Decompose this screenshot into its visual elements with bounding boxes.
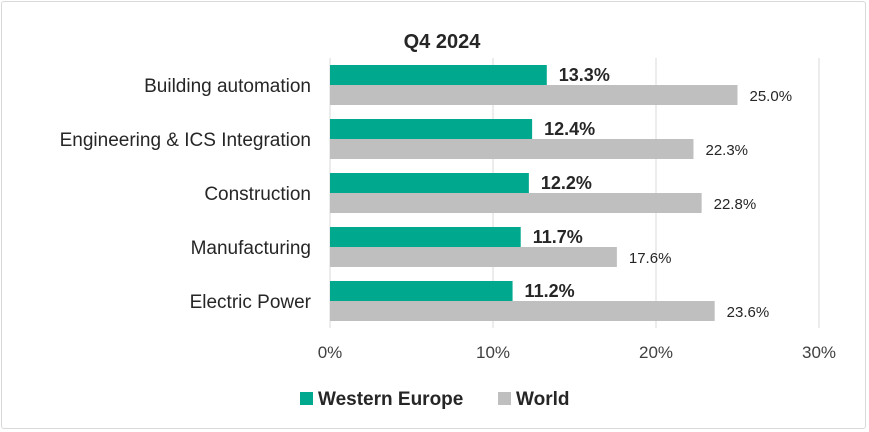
legend-swatch [498, 392, 511, 405]
x-tick-label: 30% [802, 343, 836, 362]
category-label: Engineering & ICS Integration [60, 130, 311, 151]
bar-western-europe [330, 65, 547, 85]
data-label: 22.3% [705, 142, 748, 159]
bar-western-europe [330, 119, 533, 139]
data-label: 12.4% [544, 119, 595, 139]
bar-western-europe [330, 227, 521, 247]
bar-world [330, 301, 715, 321]
legend-label: World [516, 389, 569, 410]
bar-world [330, 85, 738, 105]
bar-western-europe [330, 173, 529, 193]
category-label: Manufacturing [191, 238, 311, 259]
data-label: 13.3% [559, 65, 610, 85]
data-label: 11.2% [525, 281, 575, 301]
data-label: 22.8% [714, 196, 757, 213]
bar-world [330, 139, 694, 159]
data-label: 25.0% [750, 88, 793, 105]
x-tick-label: 10% [476, 343, 510, 362]
data-label: 11.7% [533, 227, 583, 247]
bar-western-europe [330, 281, 513, 301]
legend-swatch [300, 392, 313, 405]
category-label: Construction [204, 184, 311, 205]
bar-world [330, 247, 617, 267]
legend-label: Western Europe [318, 389, 463, 410]
data-label: 17.6% [629, 250, 672, 267]
legend: Western Europe World [300, 389, 569, 410]
bars [330, 65, 738, 321]
category-label: Electric Power [190, 292, 312, 313]
x-tick-label: 20% [639, 343, 673, 362]
chart-title: Q4 2024 [404, 31, 482, 53]
data-label: 23.6% [727, 304, 770, 321]
labels: 0% 10% 20% 30% Building automation 13.3% 25.0%… [60, 65, 836, 362]
category-label: Building automation [144, 76, 311, 97]
x-tick-label: 0% [318, 343, 343, 362]
data-label: 12.2% [541, 173, 592, 193]
bar-world [330, 193, 702, 213]
